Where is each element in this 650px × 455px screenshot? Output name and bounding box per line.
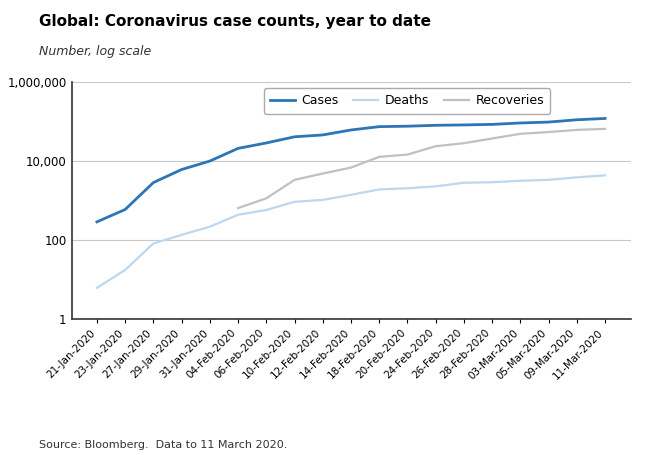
Cases [601,116,609,121]
Recoveries [517,131,525,136]
Text: Source: Bloomberg.  Data to 11 March 2020.: Source: Bloomberg. Data to 11 March 2020… [39,440,287,450]
Deaths [545,177,552,182]
Cases [573,117,580,122]
Cases [150,180,157,185]
Deaths [517,178,525,183]
Recoveries [573,127,580,132]
Recoveries [432,143,439,149]
Line: Deaths: Deaths [97,175,605,288]
Cases [404,123,411,129]
Cases [319,132,327,138]
Recoveries [488,136,496,141]
Deaths [573,175,580,180]
Text: Number, log scale: Number, log scale [39,46,151,59]
Cases [545,119,552,125]
Cases [122,207,129,212]
Recoveries [404,152,411,157]
Deaths [150,241,157,246]
Deaths [291,199,298,205]
Deaths [488,179,496,185]
Recoveries [375,154,383,160]
Cases [291,134,298,140]
Recoveries [347,165,355,170]
Cases [234,146,242,151]
Deaths [347,192,355,197]
Legend: Cases, Deaths, Recoveries: Cases, Deaths, Recoveries [264,88,550,114]
Recoveries [460,141,468,146]
Recoveries [545,129,552,135]
Cases [263,140,270,146]
Deaths [375,187,383,192]
Text: Global: Coronavirus case counts, year to date: Global: Coronavirus case counts, year to… [39,14,431,29]
Deaths [263,207,270,212]
Recoveries [319,171,327,176]
Recoveries [291,177,298,182]
Cases [347,127,355,133]
Recoveries [601,126,609,131]
Deaths [432,184,439,189]
Deaths [601,172,609,178]
Cases [206,158,214,164]
Deaths [206,224,214,229]
Cases [93,219,101,225]
Deaths [404,186,411,191]
Deaths [319,197,327,202]
Cases [432,122,439,128]
Deaths [122,267,129,273]
Line: Cases: Cases [97,118,605,222]
Cases [375,124,383,129]
Recoveries [234,205,242,211]
Cases [517,120,525,126]
Deaths [460,180,468,186]
Cases [488,121,496,127]
Deaths [234,212,242,217]
Deaths [177,232,185,238]
Deaths [93,285,101,291]
Recoveries [263,196,270,201]
Cases [177,167,185,172]
Cases [460,122,468,128]
Line: Recoveries: Recoveries [238,129,605,208]
